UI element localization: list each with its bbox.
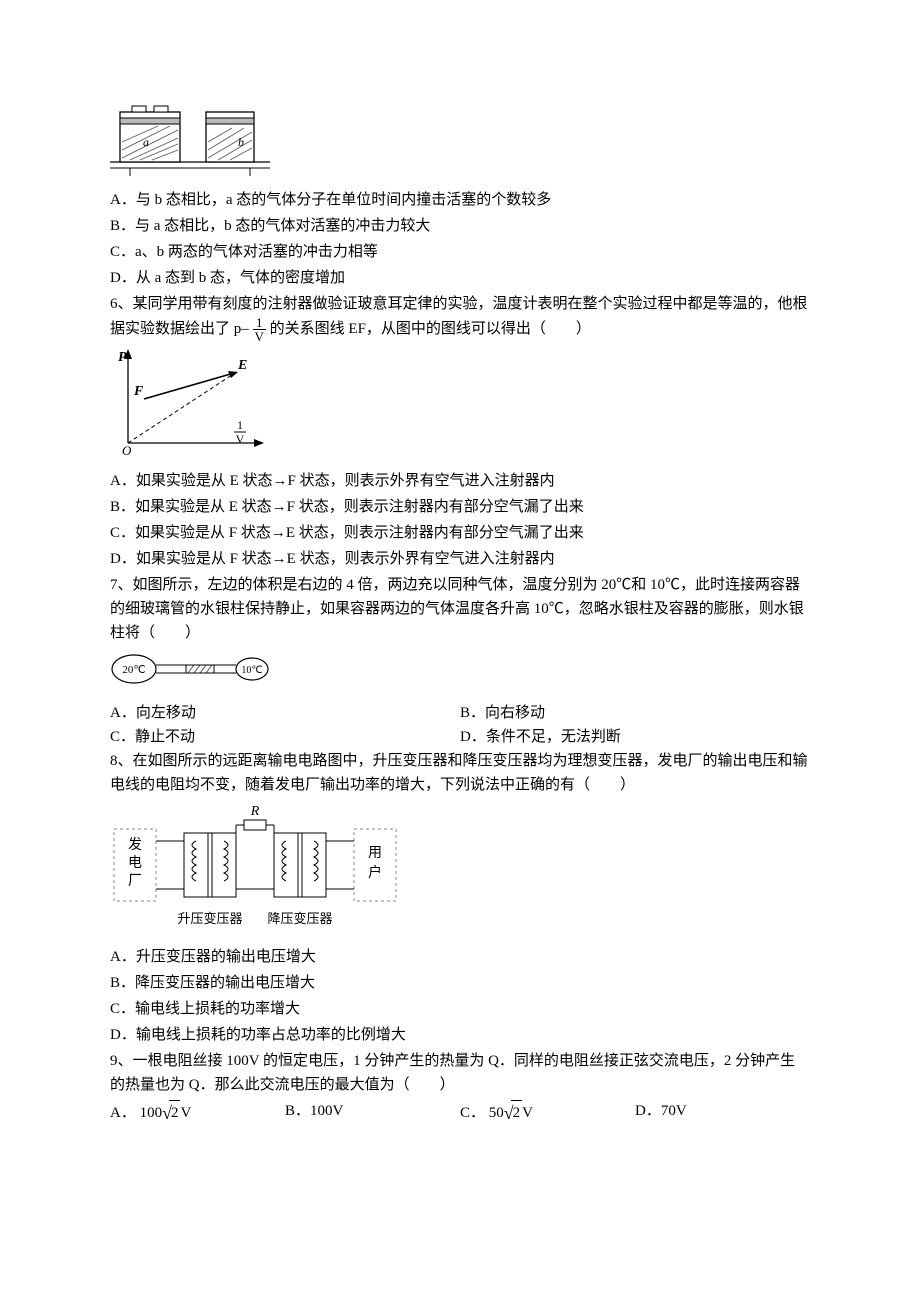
q7-options-row2: C．静止不动 D．条件不足，无法判断 [110,725,810,749]
q9-B-text: 100V [310,1103,343,1119]
q9-option-C: C． 50√2V [460,1099,635,1128]
q7-figure: 20℃ 10℃ [110,649,810,697]
svg-text:发: 发 [128,837,142,853]
p-vs-1overV-graph: P O 1 V F E [110,347,270,457]
q8-option-A: A．升压变压器的输出电压增大 [110,945,810,969]
q9-A-suf: V [180,1105,191,1121]
q9-A-pre: 100 [140,1105,163,1121]
cylinders-diagram: a b [110,104,270,176]
q5-B-text: 与 a 态相比，b 态的气体对活塞的冲击力较大 [135,218,430,234]
q8-option-D: D．输电线上损耗的功率占总功率的比例增大 [110,1023,810,1047]
sqrt-icon: √2 [162,1099,180,1128]
svg-text:V: V [236,432,245,446]
q8-option-B: B．降压变压器的输出电压增大 [110,971,810,995]
q6-option-C: C．如果实验是从 F 状态→E 状态，则表示注射器内有部分空气漏了出来 [110,521,810,545]
q9-stem: 9、一根电阻丝接 100V 的恒定电压，1 分钟产生的热量为 Q．同样的电阻丝接… [110,1049,810,1097]
q9-D-text: 70V [661,1103,687,1119]
q6-option-B: B．如果实验是从 E 状态→F 状态，则表示注射器内有部分空气漏了出来 [110,495,810,519]
q9-C-pre: 50 [489,1105,504,1121]
svg-text:a: a [143,135,149,149]
q7-option-B: B．向右移动 [460,701,810,725]
svg-text:R: R [250,804,260,819]
svg-text:降压变压器: 降压变压器 [267,911,332,926]
q5-option-A: A．与 b 态相比，a 态的气体分子在单位时间内撞击活塞的个数较多 [110,188,810,212]
q6-option-D: D．如果实验是从 F 状态→E 状态，则表示外界有空气进入注射器内 [110,547,810,571]
q8-figure: 发 电 厂 用 户 R 升压变压器 降压变压器 [110,801,810,941]
q5-figure: a b [110,104,810,184]
svg-text:F: F [133,384,144,399]
svg-text:升压变压器: 升压变压器 [177,911,242,926]
frac-num: 1 [253,316,266,330]
q6-A-text: 如果实验是从 E 状态→F 状态，则表示外界有空气进入注射器内 [136,473,555,489]
q6-C-text: 如果实验是从 F 状态→E 状态，则表示注射器内有部分空气漏了出来 [135,525,584,541]
transmission-circuit-diagram: 发 电 厂 用 户 R 升压变压器 降压变压器 [110,801,400,933]
q7-option-A: A．向左移动 [110,701,460,725]
q6-B-text: 如果实验是从 E 状态→F 状态，则表示注射器内有部分空气漏了出来 [135,499,584,515]
label-C: C． [110,244,135,260]
svg-text:O: O [122,443,132,457]
svg-text:P: P [118,350,127,365]
svg-text:20℃: 20℃ [122,664,145,676]
fraction-1-over-V: 1 V [253,316,266,343]
q6-stem-post: 的关系图线 EF，从图中的图线可以得出（ ） [270,321,591,337]
frac-den: V [253,330,266,343]
q6-option-A: A．如果实验是从 E 状态→F 状态，则表示外界有空气进入注射器内 [110,469,810,493]
label-D: D． [110,270,136,286]
svg-text:b: b [238,135,244,149]
q5-option-B: B．与 a 态相比，b 态的气体对活塞的冲击力较大 [110,214,810,238]
label-A: A． [110,192,136,208]
q5-option-C: C．a、b 两态的气体对活塞的冲击力相等 [110,240,810,264]
q5-D-text: 从 a 态到 b 态，气体的密度增加 [136,270,345,286]
svg-text:电: 电 [128,855,142,871]
q6-stem: 6、某同学用带有刻度的注射器做验证玻意耳定律的实验，温度计表明在整个实验过程中都… [110,292,810,343]
svg-text:1: 1 [237,418,243,432]
q8-option-C: C．输电线上损耗的功率增大 [110,997,810,1021]
two-bulbs-tube-diagram: 20℃ 10℃ [110,649,280,689]
q6-figure: P O 1 V F E [110,347,810,465]
svg-text:E: E [237,358,247,373]
q9-option-A: A． 100√2V [110,1099,285,1128]
q9-C-suf: V [522,1105,533,1121]
q7-option-C: C．静止不动 [110,725,460,749]
label-B: B． [110,218,135,234]
q5-A-text: 与 b 态相比，a 态的气体分子在单位时间内撞击活塞的个数较多 [136,192,551,208]
q7-option-D: D．条件不足，无法判断 [460,725,810,749]
svg-text:10℃: 10℃ [241,665,262,676]
q9-option-B: B．100V [285,1099,460,1128]
q6-D-text: 如果实验是从 F 状态→E 状态，则表示外界有空气进入注射器内 [136,551,555,567]
q5-option-D: D．从 a 态到 b 态，气体的密度增加 [110,266,810,290]
svg-text:户: 户 [368,864,382,881]
q9-option-D: D．70V [635,1099,810,1128]
svg-text:用: 用 [368,846,382,861]
q7-options-row1: A．向左移动 B．向右移动 [110,701,810,725]
svg-text:厂: 厂 [128,874,142,889]
q5-C-text: a、b 两态的气体对活塞的冲击力相等 [135,244,378,260]
sqrt-icon: √2 [504,1099,522,1128]
q8-stem: 8、在如图所示的远距离输电电路图中，升压变压器和降压变压器均为理想变压器，发电厂… [110,749,810,797]
q7-stem: 7、如图所示，左边的体积是右边的 4 倍，两边充以同种气体，温度分别为 20℃和… [110,573,810,645]
q9-options: A． 100√2V B．100V C． 50√2V D．70V [110,1099,810,1128]
